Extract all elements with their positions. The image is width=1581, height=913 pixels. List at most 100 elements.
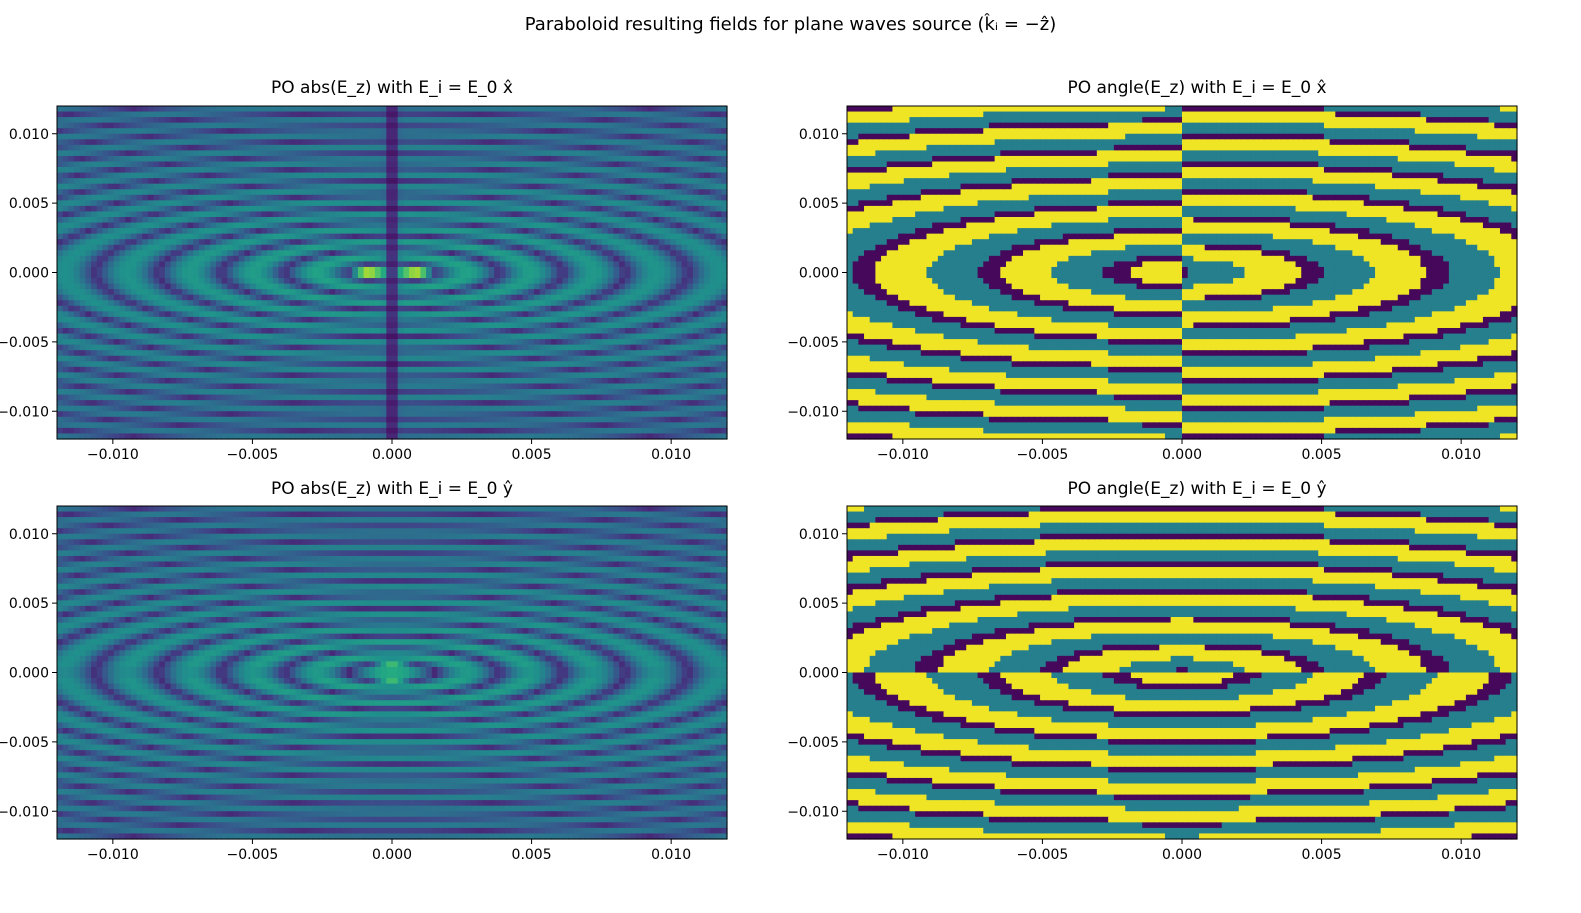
heatmap-cell xyxy=(119,111,126,118)
heatmap-cell xyxy=(624,183,632,190)
heatmap-cell xyxy=(647,311,654,318)
heatmap-cell xyxy=(454,189,461,196)
heatmap-cell xyxy=(704,239,711,246)
heatmap-cell xyxy=(295,189,302,196)
heatmap-cell xyxy=(386,239,393,246)
heatmap-cell xyxy=(193,217,200,224)
heatmap-cell xyxy=(675,261,683,268)
heatmap-cell xyxy=(647,144,654,151)
heatmap-cell xyxy=(130,117,138,124)
heatmap-cell xyxy=(681,211,688,218)
heatmap-cell xyxy=(198,106,206,113)
heatmap-cell xyxy=(272,217,280,224)
heatmap-cell xyxy=(636,233,643,240)
heatmap-cell xyxy=(295,205,302,213)
heatmap-cell xyxy=(142,311,149,318)
heatmap-cell xyxy=(670,122,677,129)
heatmap-cell xyxy=(289,278,297,285)
heatmap-cell xyxy=(630,189,637,196)
heatmap-cell xyxy=(573,233,580,240)
heatmap-cell xyxy=(119,289,126,296)
heatmap-cell xyxy=(471,305,478,312)
heatmap-cell xyxy=(386,244,393,251)
heatmap-cell xyxy=(573,211,580,218)
heatmap-cell xyxy=(539,111,546,118)
heatmap-cell xyxy=(471,255,478,262)
heatmap-cell xyxy=(596,150,603,157)
heatmap-cell xyxy=(585,239,592,246)
heatmap-cell xyxy=(193,172,200,179)
heatmap-cell xyxy=(448,266,456,274)
heatmap-cell xyxy=(91,161,98,168)
heatmap-cell xyxy=(352,305,359,312)
heatmap-cell xyxy=(630,194,637,201)
heatmap-cell xyxy=(403,167,410,174)
heatmap-cell xyxy=(374,300,382,307)
heatmap-cell xyxy=(352,289,359,296)
heatmap-cell xyxy=(494,228,501,235)
heatmap-cell xyxy=(204,144,211,151)
heatmap-cell xyxy=(658,144,666,151)
heatmap-cell xyxy=(312,305,319,312)
heatmap-cell xyxy=(79,311,86,318)
heatmap-cell xyxy=(460,244,467,251)
heatmap-cell xyxy=(647,333,654,340)
heatmap-cell xyxy=(607,328,615,335)
heatmap-cell xyxy=(443,144,450,151)
heatmap-cell xyxy=(272,322,280,329)
heatmap-cell xyxy=(619,328,626,335)
heatmap-cell xyxy=(698,239,705,246)
heatmap-cell xyxy=(488,217,495,224)
heatmap-cell xyxy=(187,205,194,213)
heatmap-cell xyxy=(522,189,529,196)
heatmap-cell xyxy=(340,250,348,257)
heatmap-cell xyxy=(431,328,439,335)
heatmap-cell xyxy=(579,189,586,196)
heatmap-cell xyxy=(414,150,421,157)
heatmap-cell xyxy=(460,183,467,190)
heatmap-cell xyxy=(454,128,461,135)
heatmap-cell xyxy=(380,316,387,324)
heatmap-cell xyxy=(352,272,359,279)
heatmap-cell xyxy=(352,233,359,240)
heatmap-cell xyxy=(380,178,387,185)
heatmap-cell xyxy=(113,167,121,174)
heatmap-cell xyxy=(323,266,331,274)
heatmap-cell xyxy=(602,155,609,163)
heatmap-cell xyxy=(619,250,626,257)
heatmap-cell xyxy=(692,144,700,151)
heatmap-cell xyxy=(74,200,81,207)
heatmap-cell xyxy=(204,239,211,246)
heatmap-cell xyxy=(465,217,473,224)
heatmap-cell xyxy=(681,316,688,324)
heatmap-cell xyxy=(443,305,450,312)
heatmap-cell xyxy=(460,250,467,257)
heatmap-cell xyxy=(74,183,81,190)
heatmap-cell xyxy=(613,278,620,285)
heatmap-cell xyxy=(374,322,382,329)
heatmap-cell xyxy=(482,172,490,179)
heatmap-cell xyxy=(255,222,263,229)
heatmap-cell xyxy=(528,233,535,240)
heatmap-cell xyxy=(568,289,575,296)
heatmap-cell xyxy=(244,316,251,324)
heatmap-cell xyxy=(295,250,302,257)
heatmap-cell xyxy=(590,133,598,140)
heatmap-cell xyxy=(568,217,575,224)
heatmap-cell xyxy=(482,111,490,118)
heatmap-cell xyxy=(176,200,183,207)
heatmap-cell xyxy=(630,128,637,135)
heatmap-cell xyxy=(306,261,314,268)
heatmap-cell xyxy=(227,111,234,118)
heatmap-cell xyxy=(295,300,302,307)
heatmap-cell xyxy=(159,316,166,324)
heatmap-cell xyxy=(488,178,495,185)
heatmap-cell xyxy=(380,200,387,207)
heatmap-cell xyxy=(369,144,376,151)
heatmap-cell xyxy=(443,250,450,257)
heatmap-cell xyxy=(374,328,382,335)
heatmap-cell xyxy=(471,200,478,207)
heatmap-cell xyxy=(204,244,211,251)
heatmap-cell xyxy=(380,122,387,129)
heatmap-cell xyxy=(709,311,717,318)
